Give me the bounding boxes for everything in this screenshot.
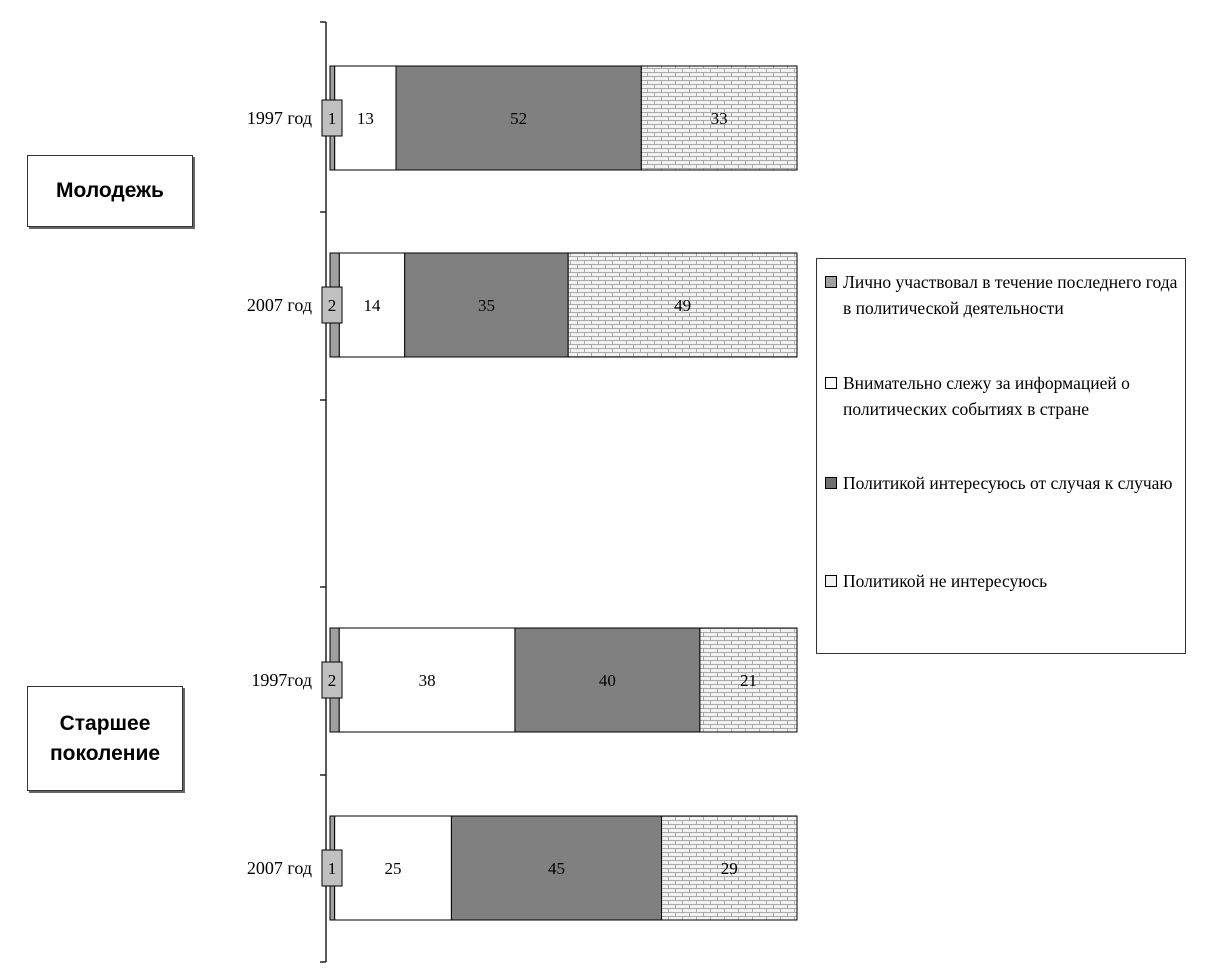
legend-item: Внимательно слежу за информацией о полит… [825,370,1179,422]
bar-segment [395,65,642,171]
category-label: 2007 год [247,295,312,315]
group-label-older: Старшее поколение [27,686,183,791]
bar-segment [640,65,798,171]
data-label: 1 [328,859,337,878]
category-label: 1997год [251,670,312,690]
data-label: 13 [357,109,374,128]
data-label: 25 [385,859,402,878]
category-label: 2007 год [247,858,312,878]
legend-swatch [825,575,837,587]
data-label-box [321,99,343,137]
legend-swatch [825,276,837,288]
data-label: 38 [419,671,436,690]
legend-item: Политикой не интересуюсь [825,568,1179,594]
legend-item: Политикой интересуюсь от случая к случаю [825,470,1179,496]
bar-segment [338,252,406,358]
data-label: 49 [674,296,691,315]
bar-segment [699,627,798,733]
bar-segment [661,815,798,921]
bar-segment [338,627,516,733]
bar-segment [567,252,798,358]
data-label: 35 [478,296,495,315]
data-label: 40 [599,671,616,690]
legend-swatch [825,377,837,389]
data-label-box [321,661,343,699]
data-label: 14 [364,296,382,315]
bar-segment [334,65,397,171]
data-label: 2 [328,296,337,315]
data-label: 29 [721,859,738,878]
data-label: 45 [548,859,565,878]
bar-segment [450,815,663,921]
data-label: 33 [711,109,728,128]
data-label-box [321,286,343,324]
bar-segment [404,252,569,358]
legend-item: Лично участвовал в течение последнего го… [825,269,1179,321]
bar-segment [514,627,701,733]
data-label-box [321,849,343,887]
legend-swatch [825,477,837,489]
group-label-youth: Молодежь [27,155,193,227]
data-label: 1 [328,109,337,128]
data-label: 21 [740,671,757,690]
data-label: 2 [328,671,337,690]
category-label: 1997 год [247,108,312,128]
chart-legend: Лично участвовал в течение последнего го… [816,258,1186,654]
data-label: 52 [510,109,527,128]
